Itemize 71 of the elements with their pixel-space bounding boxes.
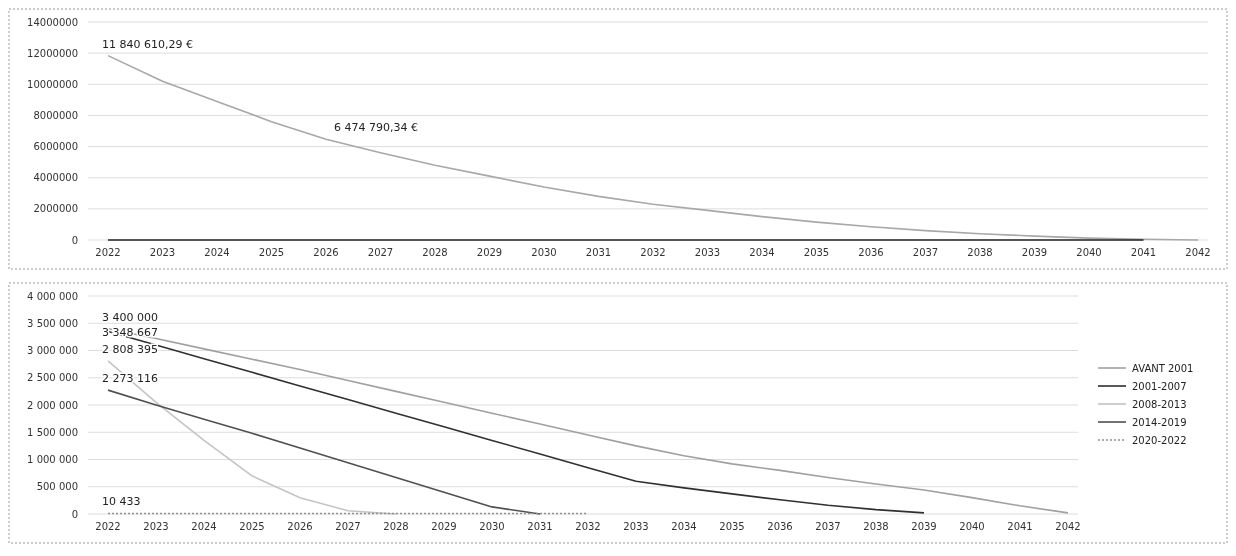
legend-label: 2001-2007	[1132, 380, 1187, 392]
line-series	[107, 54, 1199, 241]
x-tick-label: 2022	[95, 247, 121, 258]
x-tick-label: 2030	[479, 521, 505, 532]
y-tick-label: 1 000 000	[27, 454, 78, 465]
data-label: 3 400 000	[102, 310, 158, 324]
x-tick-label: 2032	[575, 521, 601, 532]
x-tick-label: 2025	[239, 521, 265, 532]
y-tick-label: 12000000	[27, 47, 78, 59]
x-tick-label: 2041	[1130, 247, 1157, 258]
data-label: 10 433	[102, 495, 141, 509]
y-tick-label: 14000000	[27, 16, 78, 28]
x-tick-label: 2027	[335, 521, 361, 532]
x-tick-label: 2039	[911, 521, 937, 532]
x-tick-label: 2037	[815, 521, 841, 532]
x-tick-label: 2033	[694, 247, 721, 258]
x-tick-label: 2042	[1185, 247, 1211, 258]
data-label: 11 840 610,29 €	[102, 37, 193, 51]
x-tick-label: 2038	[967, 247, 993, 258]
x-tick-label: 2027	[367, 247, 394, 258]
x-tick-label: 2035	[803, 247, 830, 258]
x-tick-label: 2029	[476, 247, 503, 258]
x-tick-label: 2038	[863, 521, 889, 532]
x-tick-label: 2040	[959, 521, 985, 532]
y-tick-label: 4000000	[33, 172, 78, 184]
x-tick-label: 2034	[671, 521, 697, 532]
y-tick-label: 3 500 000	[27, 317, 78, 329]
x-tick-label: 2025	[258, 247, 285, 258]
legend-label: 2014-2019	[1132, 416, 1187, 428]
x-tick-label: 2030	[531, 247, 557, 258]
x-tick-label: 2034	[749, 247, 775, 258]
x-tick-label: 2026	[287, 521, 313, 532]
data-label: 2 273 116	[102, 372, 158, 386]
x-tick-label: 2039	[1021, 247, 1048, 258]
y-tick-label: 1 500 000	[27, 426, 78, 438]
y-tick-label: 6000000	[33, 141, 78, 153]
y-tick-label: 2000000	[33, 203, 78, 215]
y-tick-label: 10000000	[27, 78, 78, 90]
y-tick-label: 8000000	[33, 109, 78, 121]
data-label: 2 808 395	[102, 342, 158, 356]
y-tick-label: 4 000 000	[27, 290, 78, 302]
legend-label: 2008-2013	[1132, 398, 1187, 410]
x-tick-label: 2031	[585, 247, 612, 258]
y-tick-label: 2 500 000	[27, 372, 78, 384]
y-tick-label: 3 000 000	[27, 345, 78, 356]
x-tick-label: 2036	[858, 247, 884, 258]
x-tick-label: 2037	[912, 247, 939, 258]
x-tick-label: 2040	[1076, 247, 1102, 258]
x-tick-label: 2023	[143, 521, 169, 532]
x-tick-label: 2023	[149, 247, 176, 258]
x-tick-label: 2032	[640, 247, 666, 258]
x-tick-label: 2035	[719, 521, 745, 532]
x-tick-label: 2041	[1007, 521, 1033, 532]
x-tick-label: 2024	[191, 521, 217, 532]
x-tick-label: 2024	[204, 247, 230, 258]
y-tick-label: 500 000	[36, 481, 78, 493]
legend-label: 2020-2022	[1132, 434, 1187, 446]
x-tick-label: 2033	[623, 521, 649, 532]
data-label: 6 474 790,34 €	[334, 121, 418, 135]
y-tick-label: 0	[71, 234, 78, 246]
x-tick-label: 2028	[383, 521, 409, 532]
x-tick-label: 2029	[431, 521, 457, 532]
x-tick-label: 2026	[313, 247, 339, 258]
legend-label: AVANT 2001	[1132, 362, 1194, 374]
x-tick-label: 2028	[422, 247, 448, 258]
x-tick-label: 2042	[1055, 521, 1081, 532]
x-tick-label: 2031	[527, 521, 553, 532]
x-tick-label: 2036	[767, 521, 793, 532]
y-tick-label: 0	[71, 508, 78, 520]
x-tick-label: 2022	[95, 521, 121, 532]
y-tick-label: 2 000 000	[27, 399, 78, 411]
